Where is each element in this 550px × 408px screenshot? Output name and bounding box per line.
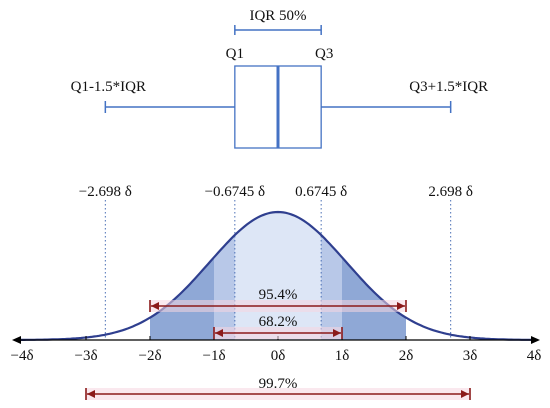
- range-arrowhead-right: [461, 390, 469, 398]
- q1-label: Q1: [226, 46, 244, 62]
- marker-lines: [104, 200, 452, 340]
- q3-label: Q3: [315, 46, 333, 62]
- x-tick-label: −4δ: [10, 348, 33, 364]
- percentage-ranges: 95.4% 68.2% 99.7%: [85, 287, 471, 400]
- x-tick-label: −2δ: [138, 348, 161, 364]
- shade-region-left-1-2-sigma: [150, 257, 214, 340]
- marker-label-minus-0.6745: −0.6745 δ: [205, 184, 266, 200]
- shade-region-right-0.6745-1-sigma: [321, 235, 342, 340]
- range-label: 99.7%: [259, 376, 298, 392]
- upper-whisker-label: Q3+1.5*IQR: [409, 79, 488, 95]
- range-arrowhead-left: [151, 302, 159, 310]
- marker-label-minus-2.698: −2.698 δ: [79, 184, 132, 200]
- range-68.2-pct: 68.2%: [213, 314, 343, 339]
- range-arrowhead-right: [333, 329, 341, 337]
- x-axis-arrow-left: [12, 336, 21, 344]
- range-label: 95.4%: [259, 287, 298, 303]
- x-tick-label: 1δ: [335, 348, 350, 364]
- x-tick-label: 4δ: [527, 348, 542, 364]
- marker-label-0.6745: 0.6745 δ: [295, 184, 347, 200]
- range-arrowhead-left: [215, 329, 223, 337]
- lower-whisker-label: Q1-1.5*IQR: [71, 79, 146, 95]
- normal-distribution-curve: [18, 210, 538, 341]
- marker-labels: −2.698 δ −0.6745 δ 0.6745 δ 2.698 δ: [79, 184, 473, 200]
- x-tick-label: −3δ: [74, 348, 97, 364]
- x-tick-label: 0δ: [271, 348, 286, 364]
- range-label: 68.2%: [259, 314, 298, 330]
- marker-label-2.698: 2.698 δ: [428, 184, 473, 200]
- x-axis-tick-labels: −4δ −3δ −2δ −1δ 0δ 1δ 2δ 3δ 4δ: [10, 348, 541, 364]
- x-tick-label: 3δ: [463, 348, 478, 364]
- x-tick-label: 2δ: [399, 348, 414, 364]
- boxplot: IQR 50% Q1 Q3 Q1-1.5*IQR Q3+1.5*IQR: [71, 8, 488, 149]
- x-axis-arrow-right: [531, 336, 540, 344]
- shade-region-right-1-2-sigma: [342, 257, 406, 340]
- iqr-label: IQR 50%: [249, 8, 306, 24]
- x-axis: −4δ −3δ −2δ −1δ 0δ 1δ 2δ 3δ 4δ: [10, 336, 541, 364]
- range-99.7-pct: 99.7%: [85, 376, 471, 400]
- range-95.4-pct: 95.4%: [149, 287, 407, 312]
- x-tick-label: −1δ: [202, 348, 225, 364]
- range-arrowhead-right: [397, 302, 405, 310]
- shade-region-left-0.6745-1-sigma: [214, 235, 235, 340]
- range-arrowhead-left: [87, 390, 95, 398]
